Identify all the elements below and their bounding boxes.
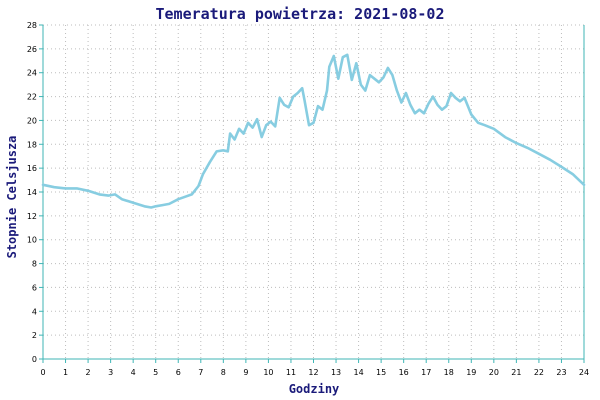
y-tick-label-0: 0 xyxy=(32,355,37,364)
x-tick-label-12: 12 xyxy=(308,368,318,377)
y-tick-label-5: 10 xyxy=(27,236,37,245)
x-tick-label-11: 11 xyxy=(286,368,296,377)
x-tick-label-23: 23 xyxy=(556,368,566,377)
x-tick-label-19: 19 xyxy=(466,368,476,377)
tick-labels: 0 1 2 3 4 5 6 7 8 9 10 11 12 13 14 15 16 17 18 19 20 21 22 23 24… xyxy=(27,21,589,377)
series-layer xyxy=(41,53,586,209)
y-tick-label-8: 16 xyxy=(27,164,37,173)
y-tick-label-14: 28 xyxy=(27,21,37,30)
series-line-0 xyxy=(41,53,586,209)
x-tick-label-0: 0 xyxy=(40,368,45,377)
x-tick-label-1: 1 xyxy=(63,368,68,377)
y-tick-label-3: 6 xyxy=(32,283,37,292)
x-tick-label-16: 16 xyxy=(399,368,409,377)
x-tick-label-13: 13 xyxy=(331,368,341,377)
y-tick-label-12: 24 xyxy=(27,69,37,78)
x-tick-label-24: 24 xyxy=(579,368,589,377)
x-tick-label-20: 20 xyxy=(489,368,499,377)
x-tick-label-7: 7 xyxy=(198,368,203,377)
x-tick-label-14: 14 xyxy=(353,368,363,377)
x-tick-label-5: 5 xyxy=(153,368,158,377)
x-tick-label-15: 15 xyxy=(376,368,386,377)
y-tick-label-1: 2 xyxy=(32,331,37,340)
y-tick-label-13: 26 xyxy=(27,45,37,54)
x-tick-label-8: 8 xyxy=(221,368,226,377)
x-tick-label-10: 10 xyxy=(263,368,273,377)
x-tick-label-17: 17 xyxy=(421,368,431,377)
x-axis-label: Godziny xyxy=(289,382,340,396)
x-tick-label-21: 21 xyxy=(511,368,521,377)
y-tick-label-6: 12 xyxy=(27,212,37,221)
y-axis-label: Stopnie Celsjusza xyxy=(5,136,19,259)
y-tick-label-11: 22 xyxy=(27,93,37,102)
x-tick-label-22: 22 xyxy=(534,368,544,377)
y-tick-label-4: 8 xyxy=(32,260,37,269)
y-tick-label-7: 14 xyxy=(27,188,37,197)
x-tick-label-2: 2 xyxy=(86,368,91,377)
axes xyxy=(42,25,585,360)
x-tick-label-6: 6 xyxy=(176,368,181,377)
grid xyxy=(43,24,584,359)
x-tick-label-4: 4 xyxy=(131,368,136,377)
y-tick-label-10: 20 xyxy=(27,116,37,125)
x-tick-label-3: 3 xyxy=(108,368,113,377)
x-tick-label-9: 9 xyxy=(243,368,248,377)
y-tick-label-2: 4 xyxy=(32,307,37,316)
x-tick-label-18: 18 xyxy=(444,368,454,377)
chart-title: Temeratura powietrza: 2021-08-02 xyxy=(156,5,445,23)
y-tick-label-9: 18 xyxy=(27,140,37,149)
